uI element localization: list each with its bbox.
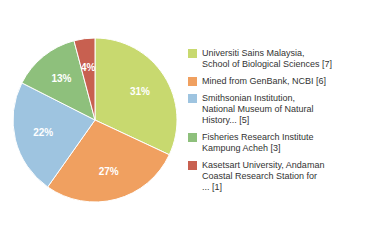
html-text:Kasetsart University, Andaman: Kasetsart University, Andaman Coastal Re… xyxy=(202,159,325,192)
svg-text:4%: 4% xyxy=(81,62,96,73)
html-text:Fisheries Research Institute K: Fisheries Research Institute Kampung Ach… xyxy=(202,131,314,153)
html-text:Universiti Sains Malaysia, Sch: Universiti Sains Malaysia, School of Bio… xyxy=(202,47,333,69)
svg-text:31%: 31% xyxy=(130,86,150,97)
svg-text:27%: 27% xyxy=(99,166,119,177)
html-text:Smithsonian Institution, Natio: Smithsonian Institution, National Museum… xyxy=(202,92,314,125)
html-text:Mined from GenBank, NCBI [6]: Mined from GenBank, NCBI [6] xyxy=(202,75,327,86)
svg-text:22%: 22% xyxy=(33,127,53,138)
svg-text:13%: 13% xyxy=(51,73,71,84)
